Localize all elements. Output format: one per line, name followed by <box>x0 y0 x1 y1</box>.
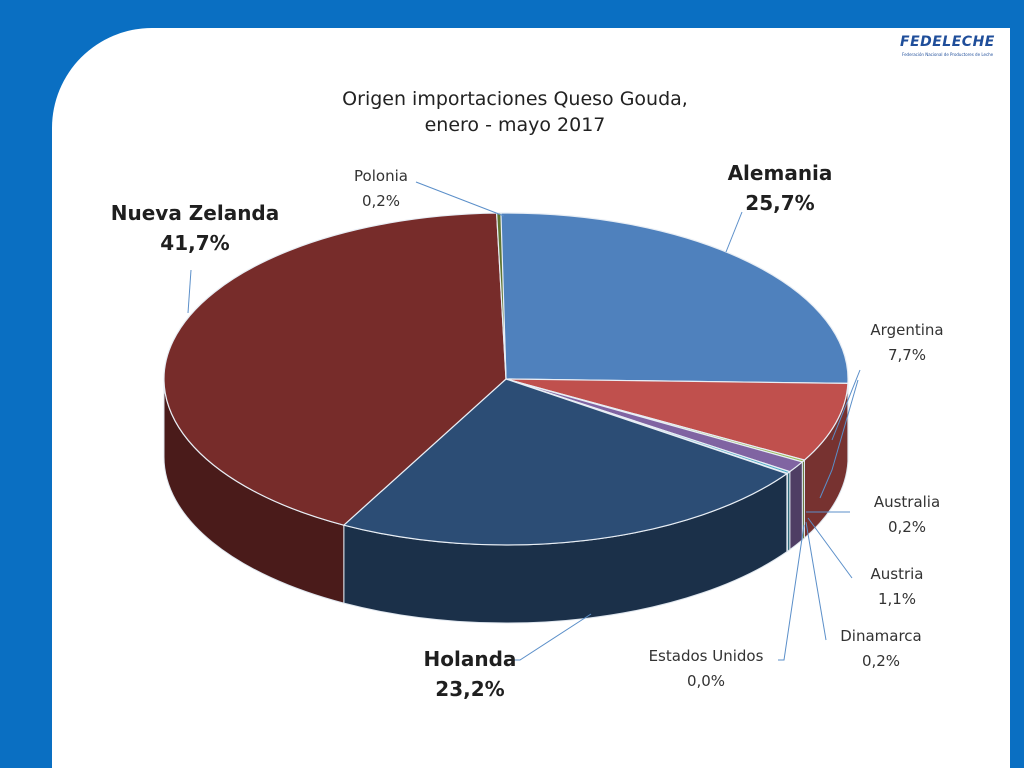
leader-line <box>831 369 861 441</box>
label-nueva-zelanda-value: 41,7% <box>160 231 230 255</box>
leader-line <box>807 517 853 579</box>
label-australia-value: 0,2% <box>887 518 927 536</box>
label-austria: Austria 1,1% <box>852 562 942 612</box>
label-dinamarca-value: 0,2% <box>861 652 901 670</box>
fedeleche-logo: FEDELECHE Federación Nacional de Product… <box>900 32 1010 62</box>
pie-slice-holanda <box>342 378 789 546</box>
logo-text: FEDELECHE <box>900 34 995 50</box>
label-dinamarca-name: Dinamarca <box>840 627 922 645</box>
chart-title-line-2: enero - mayo 2017 <box>424 114 606 136</box>
label-polonia-name: Polonia <box>354 167 408 185</box>
label-holanda: Holanda 23,2% <box>410 644 530 704</box>
leader-line <box>725 211 743 253</box>
pie-slice-nueva-zelanda <box>163 212 507 526</box>
label-argentina: Argentina 7,7% <box>852 318 962 368</box>
label-polonia: Polonia 0,2% <box>336 164 426 214</box>
slide-border <box>1010 0 1024 768</box>
label-australia: Australia 0,2% <box>852 490 962 540</box>
label-dinamarca: Dinamarca 0,2% <box>826 624 936 674</box>
leader-line <box>415 181 505 217</box>
label-austria-value: 1,1% <box>877 590 917 608</box>
chart-title-line-1: Origen importaciones Queso Gouda, <box>342 88 688 110</box>
label-austria-name: Austria <box>870 565 924 583</box>
pie-slice-argentina <box>505 378 849 461</box>
label-estados-unidos: Estados Unidos 0,0% <box>636 644 776 694</box>
pie-side-austria <box>789 460 803 551</box>
label-nueva-zelanda-name: Nueva Zelanda <box>110 201 280 225</box>
leader-line <box>819 379 859 499</box>
leader-line <box>512 613 592 661</box>
leader-line <box>778 524 805 661</box>
leader-line <box>805 521 827 641</box>
label-nueva-zelanda: Nueva Zelanda 41,7% <box>100 198 290 258</box>
chart-title: Origen importaciones Queso Gouda, enero … <box>300 86 730 138</box>
label-alemania-name: Alemania <box>727 161 833 185</box>
label-holanda-name: Holanda <box>423 647 517 671</box>
label-holanda-value: 23,2% <box>435 677 505 701</box>
label-argentina-value: 7,7% <box>887 346 927 364</box>
leader-line <box>187 269 192 314</box>
label-estados-unidos-value: 0,0% <box>686 672 726 690</box>
pie-slice-alemania <box>499 212 849 385</box>
label-alemania: Alemania 25,7% <box>710 158 850 218</box>
label-estados-unidos-name: Estados Unidos <box>648 647 764 665</box>
logo-subtitle: Federación Nacional de Productores de Le… <box>902 52 994 57</box>
label-alemania-value: 25,7% <box>745 191 815 215</box>
label-polonia-value: 0,2% <box>361 192 401 210</box>
label-australia-name: Australia <box>873 493 941 511</box>
label-argentina-name: Argentina <box>870 321 944 339</box>
